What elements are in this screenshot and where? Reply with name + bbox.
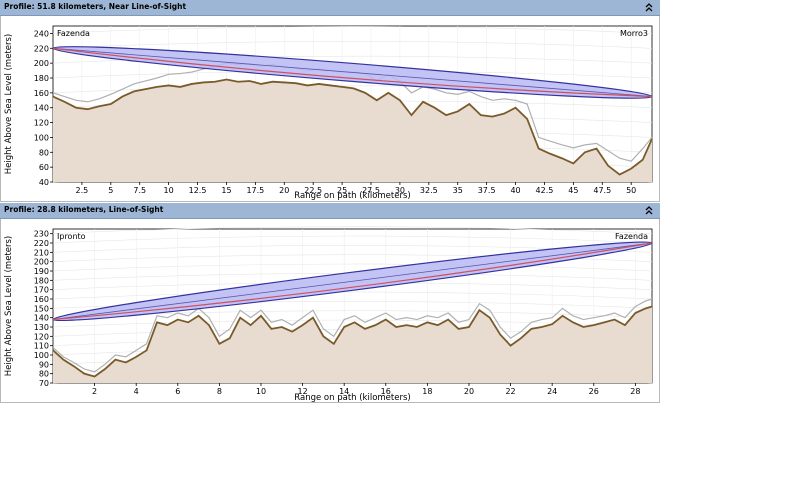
y-tick-label: 80 (39, 370, 49, 379)
y-axis-label: Height Above Sea Level (meters) (4, 236, 14, 376)
x-tick-label: 6 (175, 387, 180, 396)
x-tick-label: 15 (221, 186, 231, 195)
elevation-profile-chart-1[interactable]: Fazenda Morro3 2.5 5 7.5 10 12.5 15 17.5 20 22.5 25… (1, 16, 659, 202)
y-tick-label: 200 (34, 258, 49, 267)
right-site-label: Fazenda (615, 232, 648, 241)
y-tick-label: 70 (39, 379, 49, 388)
x-tick-label: 45 (568, 186, 578, 195)
profile-panel-2: Profile: 28.8 kilometers, Line-of-Sight … (0, 203, 660, 403)
grid-line (52, 263, 653, 272)
y-tick-label: 180 (34, 276, 49, 285)
grid-line (52, 226, 653, 234)
double-chevron-up-icon[interactable] (644, 204, 654, 216)
y-tick-label: 170 (34, 286, 49, 295)
los-line (52, 47, 653, 97)
x-tick-label: 30 (395, 186, 405, 195)
x-tick-label: 47.5 (593, 186, 611, 195)
y-tick-label: 240 (34, 29, 49, 38)
x-axis-label: Range on path (kilometers) (294, 393, 410, 403)
y-tick-label: 160 (34, 89, 49, 98)
y-tick-label: 100 (34, 133, 49, 142)
x-tick-label: 42.5 (536, 186, 554, 195)
grid-line (52, 291, 653, 300)
x-tick-label: 24 (547, 387, 557, 396)
profile-chart-container-1: Fazenda Morro3 2.5 5 7.5 10 12.5 15 17.5 20 22.5 25… (0, 16, 660, 202)
y-tick-label: 160 (34, 295, 49, 304)
left-site-label: Fazenda (57, 29, 90, 38)
double-chevron-up-icon[interactable] (644, 1, 654, 13)
x-tick-label: 12 (297, 387, 307, 396)
y-tick-label: 100 (34, 351, 49, 360)
y-axis-label: Height Above Sea Level (meters) (4, 34, 14, 174)
x-tick-label: 16 (381, 387, 391, 396)
y-tick-label: 120 (34, 332, 49, 341)
x-tick-label: 20 (464, 387, 474, 396)
grid-line (52, 235, 653, 244)
profile-panel-1: Profile: 51.8 kilometers, Near Line-of-S… (0, 0, 660, 202)
x-tick-label: 14 (339, 387, 349, 396)
y-tick-label: 120 (34, 119, 49, 128)
y-tick-label: 210 (34, 248, 49, 257)
x-tick-label: 26 (589, 387, 599, 396)
x-tick-label: 18 (422, 387, 432, 396)
los-line (52, 242, 653, 320)
profile-titlebar-1: Profile: 51.8 kilometers, Near Line-of-S… (0, 0, 660, 16)
y-tick-label: 180 (34, 74, 49, 83)
x-tick-label: 7.5 (133, 186, 146, 195)
grid-line (52, 40, 653, 49)
x-tick-label: 50 (626, 186, 636, 195)
x-tick-label: 2 (92, 387, 97, 396)
x-tick-label: 10 (256, 387, 266, 396)
x-tick-label: 35 (453, 186, 463, 195)
radio-path-line (52, 242, 653, 321)
y-tick-label: 110 (34, 342, 49, 351)
y-tick-label: 90 (39, 360, 49, 369)
x-tick-label: 28 (630, 387, 640, 396)
x-tick-label: 37.5 (478, 186, 496, 195)
x-tick-label: 4 (134, 387, 139, 396)
x-tick-label: 12.5 (189, 186, 207, 195)
x-tick-label: 5 (108, 186, 113, 195)
x-tick-label: 25 (337, 186, 347, 195)
profile-title-1: Profile: 51.8 kilometers, Near Line-of-S… (4, 2, 187, 11)
x-tick-label: 27.5 (362, 186, 380, 195)
y-tick-label: 200 (34, 59, 49, 68)
x-tick-label: 22 (505, 387, 515, 396)
profile-title-2: Profile: 28.8 kilometers, Line-of-Sight (4, 205, 164, 214)
series-terrain-line (52, 78, 653, 176)
y-tick-label: 140 (34, 104, 49, 113)
terrain-fill (53, 306, 652, 383)
series-terrain-line (52, 305, 653, 378)
x-tick-label: 20 (279, 186, 289, 195)
x-tick-label: 32.5 (420, 186, 438, 195)
profile-titlebar-2: Profile: 28.8 kilometers, Line-of-Sight (0, 203, 660, 219)
series-clutter-line (52, 298, 653, 373)
right-site-label: Morro3 (620, 29, 648, 38)
terrain-fill (53, 79, 652, 182)
radio-path-line (52, 47, 653, 98)
x-axis-label: Range on path (kilometers) (294, 191, 410, 201)
y-tick-label: 40 (39, 178, 49, 187)
x-tick-label: 8 (217, 387, 222, 396)
y-tick-label: 130 (34, 323, 49, 332)
y-tick-label: 150 (34, 304, 49, 313)
y-tick-label: 190 (34, 267, 49, 276)
plot-area: Fazenda Morro3 2.5 5 7.5 10 12.5 15 17.5 20 22.5 25… (4, 25, 653, 201)
profile-chart-container-2: Ipronto Fazenda 2 4 6 8 10 12 14 16 18 20 22 24 26 28 70… (0, 219, 660, 403)
x-tick-label: 40 (510, 186, 520, 195)
y-tick-label: 220 (34, 239, 49, 248)
x-tick-label: 2.5 (76, 186, 89, 195)
y-tick-label: 230 (34, 230, 49, 239)
left-site-label: Ipronto (57, 232, 86, 241)
x-tick-label: 17.5 (246, 186, 264, 195)
y-tick-label: 60 (39, 163, 49, 172)
y-tick-label: 220 (34, 44, 49, 53)
y-tick-label: 140 (34, 314, 49, 323)
x-tick-label: 10 (164, 186, 174, 195)
x-tick-label: 22.5 (304, 186, 322, 195)
y-tick-label: 80 (39, 148, 49, 157)
grid-line (52, 26, 653, 34)
